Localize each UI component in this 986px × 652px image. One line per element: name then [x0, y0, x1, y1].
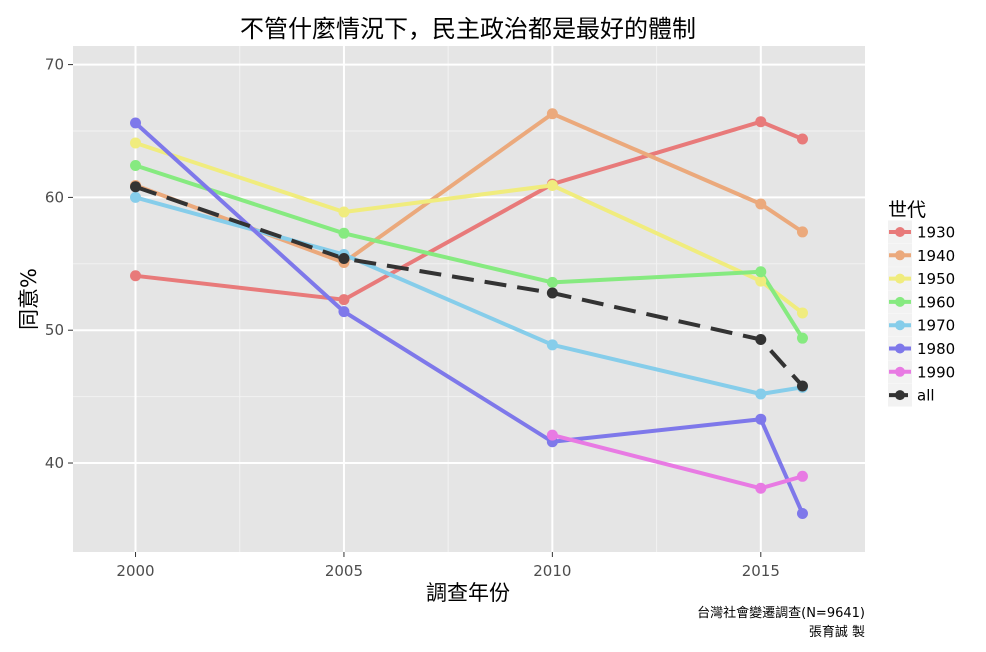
y-axis: 40 50 60 70 — [45, 56, 73, 472]
legend: 世代 1930 1940 1950 1960 1970 1980 1990 all — [888, 199, 955, 407]
data-point-1930 — [130, 270, 142, 282]
data-point-1950 — [338, 206, 350, 218]
data-point-1960 — [130, 160, 142, 172]
legend-label-1960: 1960 — [917, 293, 955, 311]
legend-label-1970: 1970 — [917, 317, 955, 335]
legend-key-point — [895, 320, 905, 331]
y-tick-label: 60 — [45, 188, 64, 206]
data-point-1960 — [338, 227, 350, 239]
data-point-1960 — [755, 266, 767, 278]
legend-key-point — [895, 366, 905, 377]
y-axis-title: 同意% — [17, 268, 41, 330]
data-point-1950 — [796, 307, 808, 319]
data-point-1980 — [130, 117, 142, 129]
y-tick-label: 40 — [45, 454, 64, 472]
legend-label-all: all — [917, 387, 935, 405]
x-axis: 2000 2005 2010 2015 — [116, 552, 780, 580]
legend-key-point — [895, 296, 905, 307]
legend-key-point — [895, 250, 905, 261]
caption-author: 張育誠 製 — [809, 624, 865, 640]
legend-key-point — [895, 273, 905, 284]
chart-title: 不管什麼情況下，民主政治都是最好的體制 — [240, 15, 696, 43]
data-point-1930 — [796, 133, 808, 145]
data-point-1950 — [755, 275, 767, 287]
data-point-all — [546, 287, 558, 299]
data-point-1960 — [546, 276, 558, 288]
data-point-1950 — [130, 137, 142, 149]
legend-key-point — [895, 227, 905, 237]
plot-panel — [73, 46, 865, 552]
caption-source: 台灣社會變遷調查(N=9641) — [697, 605, 865, 621]
data-point-1940 — [796, 226, 808, 238]
data-point-1950 — [546, 179, 558, 191]
data-point-1980 — [755, 413, 767, 425]
data-point-1930 — [338, 294, 350, 306]
data-point-1970 — [130, 191, 142, 203]
data-point-1940 — [755, 198, 767, 210]
data-point-all — [338, 252, 350, 264]
data-point-1970 — [546, 339, 558, 351]
series-points — [130, 108, 808, 519]
legend-label-1990: 1990 — [917, 363, 955, 381]
legend-label-1930: 1930 — [917, 224, 955, 242]
legend-key-point — [895, 390, 905, 401]
data-point-1940 — [546, 108, 558, 120]
data-point-all — [755, 334, 767, 346]
data-point-1990 — [546, 429, 558, 441]
x-axis-title: 調查年份 — [426, 581, 510, 605]
data-point-1980 — [338, 306, 350, 318]
y-tick-label: 70 — [45, 56, 64, 74]
legend-title: 世代 — [888, 199, 926, 221]
x-tick-label: 2005 — [325, 562, 363, 580]
data-point-1990 — [755, 482, 767, 494]
data-point-all — [130, 181, 142, 193]
data-point-1980 — [796, 507, 808, 519]
x-tick-label: 2010 — [533, 562, 571, 580]
legend-label-1950: 1950 — [917, 270, 955, 288]
y-tick-label: 50 — [45, 321, 64, 339]
data-point-1990 — [796, 470, 808, 482]
data-point-1960 — [796, 332, 808, 344]
legend-label-1980: 1980 — [917, 340, 955, 358]
x-tick-label: 2015 — [742, 562, 780, 580]
legend-key-point — [895, 343, 905, 354]
data-point-all — [796, 380, 808, 392]
data-point-1930 — [755, 116, 767, 128]
data-point-1970 — [755, 388, 767, 400]
x-tick-label: 2000 — [116, 562, 154, 580]
legend-label-1940: 1940 — [917, 247, 955, 265]
